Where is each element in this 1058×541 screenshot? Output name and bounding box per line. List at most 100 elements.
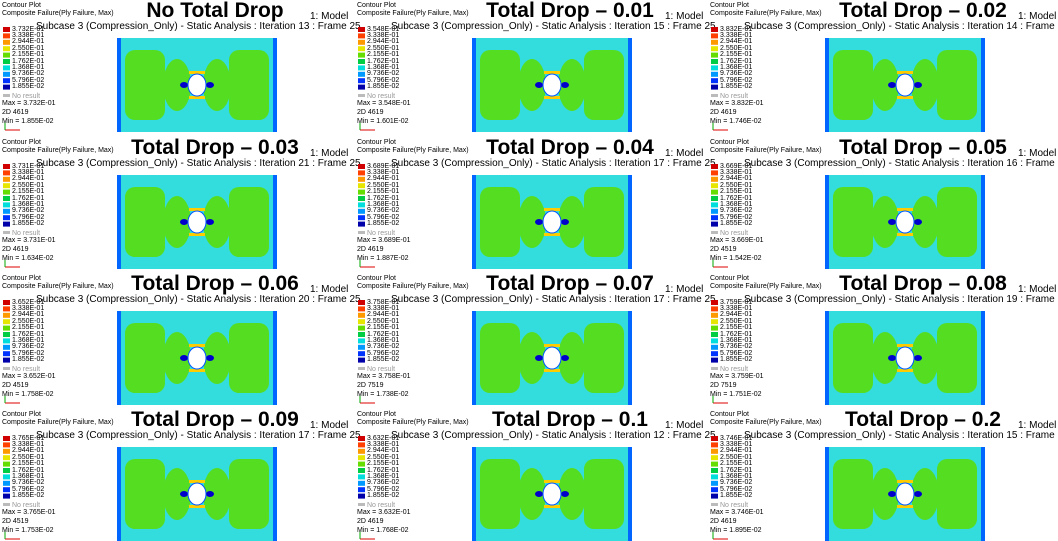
legend-swatch: [3, 196, 10, 201]
legend-swatch: [711, 65, 718, 70]
model-label: 1: Model: [1018, 12, 1056, 22]
legend-swatch: [711, 351, 718, 356]
legend-swatch: [711, 231, 718, 234]
legend-swatch: [358, 78, 365, 83]
legend-swatch: [3, 487, 10, 492]
stress-spot: [561, 219, 569, 225]
stress-spot: [914, 219, 922, 225]
hole: [896, 74, 914, 96]
failure-region: [937, 459, 977, 529]
legend-swatch: [358, 65, 365, 70]
stress-spot: [180, 82, 188, 88]
legend-no-result: No result: [367, 230, 395, 237]
legend-swatch: [711, 455, 718, 460]
min-value: Min = 1.895E-02: [710, 527, 762, 534]
panel-title: Total Drop – 0.06: [131, 273, 299, 294]
legend-swatch: [711, 209, 718, 214]
failure-region: [125, 187, 165, 257]
element-id: 2D 4619: [357, 109, 383, 116]
model-label: 1: Model: [310, 285, 348, 295]
panel-title: Total Drop – 0.05: [839, 137, 1007, 158]
stress-spot: [206, 219, 214, 225]
plot-type: Contour Plot: [710, 411, 749, 418]
legend-swatch: [3, 27, 10, 32]
panel-title: Total Drop – 0.04: [486, 137, 654, 158]
legend-swatch: [711, 59, 718, 64]
min-value: Min = 1.746E-02: [710, 118, 762, 125]
panel-title: Total Drop – 0.08: [839, 273, 1007, 294]
panel-title: No Total Drop: [146, 0, 283, 21]
failure-region: [937, 323, 977, 393]
legend-swatch: [711, 462, 718, 467]
legend-swatch: [358, 33, 365, 38]
legend-swatch: [3, 40, 10, 45]
legend-swatch: [3, 449, 10, 454]
edge-strip: [472, 447, 476, 541]
max-value: Max = 3.731E-01: [2, 237, 56, 244]
contour-panel: Contour PlotComposite Failure(Ply Failur…: [355, 137, 707, 271]
element-id: 2D 4519: [2, 518, 28, 525]
stress-spot: [206, 82, 214, 88]
failure-region: [833, 50, 873, 120]
subcase-info: Subcase 3 (Compression_Only) - Static An…: [36, 22, 361, 32]
result-type: Composite Failure(Ply Failure, Max): [710, 147, 822, 154]
result-type: Composite Failure(Ply Failure, Max): [710, 419, 822, 426]
failure-region: [584, 187, 624, 257]
hole: [543, 483, 561, 505]
model-label: 1: Model: [1018, 149, 1056, 159]
legend-swatch: [358, 59, 365, 64]
legend-swatch: [358, 468, 365, 473]
legend-swatch: [3, 442, 10, 447]
legend-swatch: [711, 183, 718, 188]
element-id: 2D 4619: [357, 246, 383, 253]
legend-swatch: [3, 202, 10, 207]
subcase-info: Subcase 3 (Compression_Only) - Static An…: [391, 295, 716, 305]
edge-strip: [472, 175, 476, 269]
element-id: 2D 4519: [710, 246, 736, 253]
subcase-info: Subcase 3 (Compression_Only) - Static An…: [36, 431, 361, 441]
edge-strip: [117, 311, 121, 405]
plot-type: Contour Plot: [357, 2, 396, 9]
legend-swatch: [711, 33, 718, 38]
legend-swatch: [711, 177, 718, 182]
element-id: 2D 4619: [357, 518, 383, 525]
contour-panel: Contour PlotComposite Failure(Ply Failur…: [355, 273, 707, 407]
edge-strip: [472, 311, 476, 405]
min-value: Min = 1.855E-02: [2, 118, 54, 125]
legend-swatch: [358, 85, 365, 90]
contour-panel: Contour PlotComposite Failure(Ply Failur…: [708, 0, 1058, 134]
failure-region: [229, 187, 269, 257]
legend-swatch: [3, 53, 10, 58]
legend-value: 1.855E-02: [367, 356, 399, 363]
element-id: 2D 4619: [2, 246, 28, 253]
contour-panel: Contour PlotComposite Failure(Ply Failur…: [708, 409, 1058, 541]
result-type: Composite Failure(Ply Failure, Max): [357, 419, 469, 426]
min-value: Min = 1.887E-02: [357, 255, 409, 262]
max-value: Max = 3.548E-01: [357, 100, 411, 107]
stress-spot: [888, 355, 896, 361]
subcase-info: Subcase 3 (Compression_Only) - Static An…: [391, 159, 716, 169]
contour-panel: Contour PlotComposite Failure(Ply Failur…: [0, 0, 352, 134]
plot-type: Contour Plot: [2, 2, 41, 9]
legend-no-result: No result: [12, 230, 40, 237]
model-label: 1: Model: [665, 12, 703, 22]
legend-value: 1.855E-02: [367, 220, 399, 227]
legend-swatch: [711, 449, 718, 454]
legend-swatch: [3, 326, 10, 331]
failure-region: [229, 50, 269, 120]
legend-swatch: [3, 222, 10, 227]
legend-swatch: [3, 358, 10, 363]
legend-swatch: [3, 177, 10, 182]
legend-swatch: [358, 222, 365, 227]
legend-swatch: [711, 306, 718, 311]
failure-region: [480, 187, 520, 257]
failure-region: [937, 187, 977, 257]
legend-swatch: [711, 40, 718, 45]
min-value: Min = 1.768E-02: [357, 527, 409, 534]
failure-region: [584, 459, 624, 529]
legend-swatch: [3, 78, 10, 83]
legend-no-result: No result: [720, 366, 748, 373]
legend-swatch: [358, 494, 365, 499]
max-value: Max = 3.652E-01: [2, 373, 56, 380]
legend-swatch: [3, 209, 10, 214]
